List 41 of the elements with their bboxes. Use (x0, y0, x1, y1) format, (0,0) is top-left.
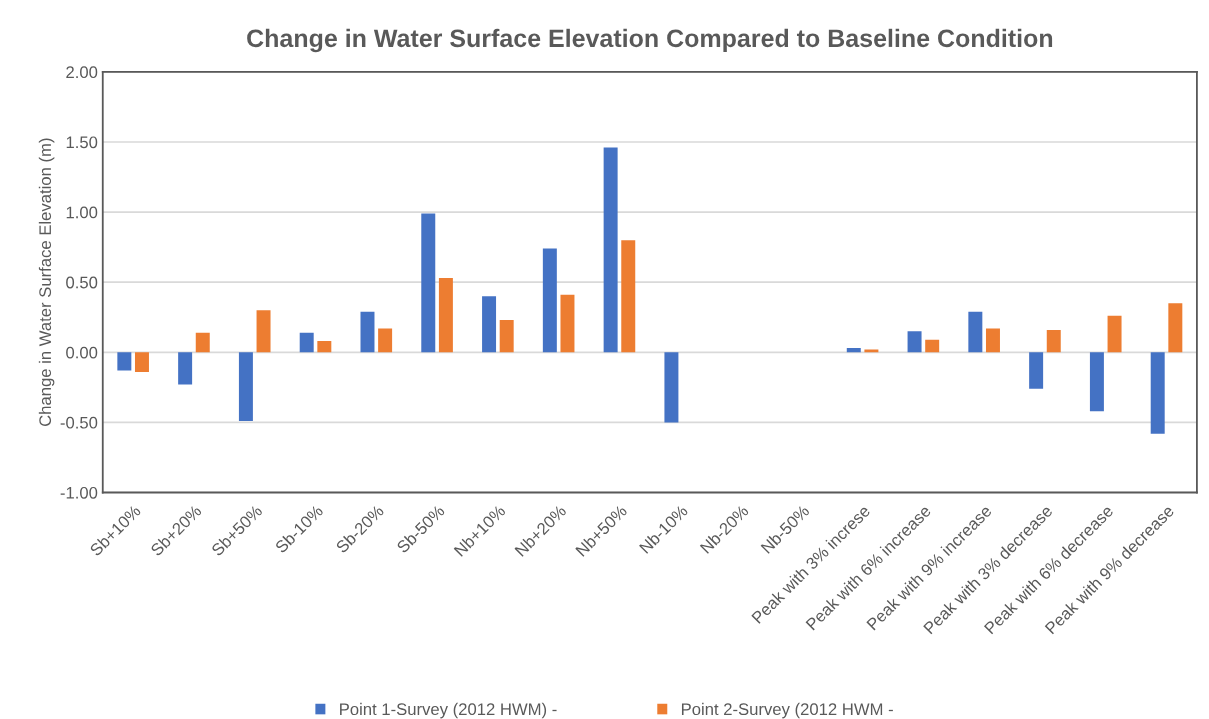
bar (907, 331, 922, 353)
bar (846, 348, 861, 353)
bar (238, 352, 253, 422)
bar (664, 352, 679, 423)
y-tick-label: 0.50 (66, 276, 98, 289)
bar (117, 352, 132, 371)
bar (1046, 329, 1061, 353)
bar (178, 352, 193, 385)
bar (621, 240, 636, 353)
y-tick-label: 2.00 (66, 66, 98, 79)
y-tick-label: -0.50 (60, 416, 98, 429)
bar (256, 310, 271, 353)
bar (603, 147, 618, 353)
y-tick-label: 0.00 (66, 346, 98, 359)
bar (1150, 352, 1165, 434)
y-tick-label: -1.00 (60, 486, 98, 499)
bar (985, 328, 1000, 353)
bar (925, 339, 940, 353)
bar (360, 311, 375, 353)
bar (299, 332, 314, 353)
legend-label: Point 2-Survey (2012 HWM - (681, 702, 893, 719)
bar (542, 248, 557, 353)
bar (1089, 352, 1104, 412)
bar (438, 278, 453, 353)
bar (482, 296, 497, 353)
chart-title: Change in Water Surface Elevation Compared to Baseline Condition (247, 28, 1053, 53)
legend-label: Point 1-Survey (2012 HWM) - (340, 702, 557, 719)
bar (499, 320, 514, 353)
bar (317, 341, 332, 353)
bar (378, 328, 393, 353)
bar (1168, 303, 1183, 353)
bar (560, 294, 575, 353)
bar (1107, 315, 1122, 353)
bar (968, 311, 983, 353)
y-axis-title: Change in Water Surface Elevation (m) (38, 138, 55, 427)
y-tick-label: 1.50 (66, 136, 98, 149)
bar (1029, 352, 1044, 389)
y-tick-label: 1.00 (66, 206, 98, 219)
bar (421, 213, 436, 353)
bar (195, 332, 210, 353)
bar (134, 352, 149, 372)
